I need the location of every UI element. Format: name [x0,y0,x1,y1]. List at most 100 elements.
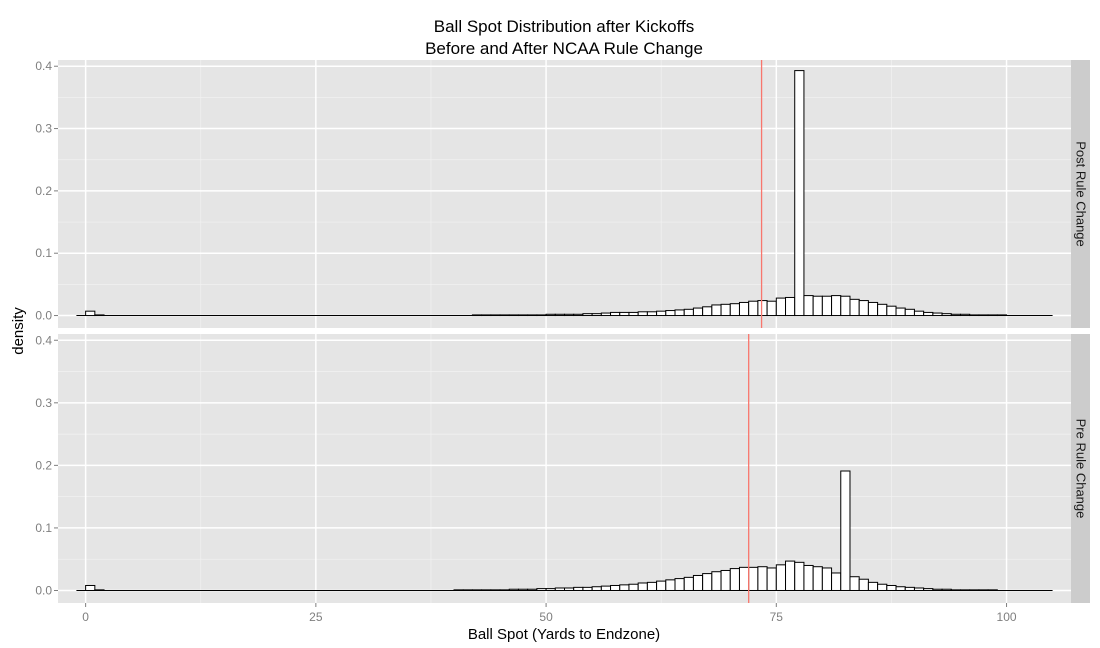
y-axis-title: density [10,307,27,355]
histogram-bar [490,589,501,591]
histogram-bar [849,298,860,317]
histogram-bar [554,313,565,317]
histogram-bar [738,301,750,317]
histogram-bar [637,582,648,591]
histogram-bar [527,314,538,317]
histogram-bar [831,572,842,591]
histogram-bar [582,313,593,317]
x-tick-label: 75 [770,610,784,624]
histogram-bar [785,560,796,591]
histogram-bar [766,567,777,591]
histogram-bar [913,310,925,317]
histogram-bar [674,578,685,591]
histogram-bar [941,588,952,591]
histogram-bar [527,588,538,591]
y-tick-label: 0.3 [35,122,52,136]
histogram-bar [849,576,860,591]
histogram-bar [646,581,658,591]
histogram-bar [582,586,593,591]
y-tick-label: 0.0 [35,309,52,323]
chart-title-line-1: Ball Spot Distribution after Kickoffs [434,17,694,36]
histogram-bar [941,313,952,317]
histogram-bar [453,589,464,591]
histogram-bar [573,313,584,317]
histogram-bar [711,304,722,317]
histogram-bar [471,314,483,317]
histogram-bar [978,314,989,317]
histogram-bar [748,566,759,591]
histogram-bar [895,307,906,317]
histogram-bar [481,589,492,591]
histogram-bar [94,314,105,317]
panel-background [58,334,1071,603]
histogram-bar [554,587,565,591]
facet-strip [1071,334,1090,603]
histogram-bar [591,313,602,317]
histogram-bar [683,308,694,317]
histogram-bar [821,295,833,317]
histogram-bar [867,581,879,591]
histogram-bar [858,578,869,591]
histogram-bar [821,567,833,591]
histogram-bar [628,311,639,317]
histogram-bar [564,313,575,317]
histogram-bar [932,312,943,317]
histogram-bar [692,307,704,317]
histogram-bar [886,584,897,591]
histogram-bar [757,300,768,317]
y-tick-label: 0.4 [35,333,52,347]
histogram-bar [729,568,740,591]
y-tick-label: 0.2 [35,184,52,198]
y-tick-label: 0.0 [35,583,52,597]
histogram-bar [950,589,961,591]
histogram-bar [628,583,639,591]
histogram-bar [766,300,777,317]
histogram-bar [573,586,584,591]
histogram-bar [775,297,787,317]
histogram-bar [536,588,547,591]
histogram-bar [923,588,934,591]
y-tick-label: 0.1 [35,246,52,260]
histogram-bar [923,311,934,317]
histogram-bar [600,585,612,591]
histogram-bar [471,589,483,591]
x-tick-label: 50 [539,610,553,624]
histogram-bar [913,587,925,591]
histogram-bar [637,311,648,317]
histogram-bar [656,580,667,591]
histogram-bar [932,588,943,591]
histogram-bar [508,588,519,591]
histogram-bar [517,588,529,591]
histogram-bar [462,589,473,591]
histogram-bar [702,306,713,317]
histogram-bar [517,314,529,317]
histogram-bar [600,312,612,317]
x-axis-title: Ball Spot (Yards to Endzone) [468,626,660,643]
histogram-bar [720,303,731,317]
histogram-bar [867,301,879,317]
histogram-bar [840,295,851,317]
y-tick-label: 0.2 [35,458,52,472]
x-axis: 0 25 50 75 100 [82,603,1017,624]
histogram-bar [803,564,814,591]
histogram-bar [619,584,630,591]
histogram-bar [610,311,621,317]
histogram-bar [665,310,676,317]
facet-panel-post: 0.0 0.1 0.2 0.3 0.4 Post Rule Change [35,59,1090,328]
facet-strip-label: Post Rule Change [1074,141,1089,247]
histogram-bar [85,584,96,591]
histogram-bar [692,574,704,591]
histogram-bar [886,305,897,317]
chart-title-line-2: Before and After NCAA Rule Change [425,39,703,58]
histogram-bar [490,314,501,317]
histogram-bar [738,566,750,591]
histogram-bar [729,303,740,317]
histogram-bar [812,566,823,591]
histogram-bar [665,579,676,591]
histogram-bar [978,589,989,591]
histogram-bar [481,314,492,317]
histogram-bar [969,314,980,317]
histogram-bar [656,310,667,317]
histogram-bar [545,588,556,591]
